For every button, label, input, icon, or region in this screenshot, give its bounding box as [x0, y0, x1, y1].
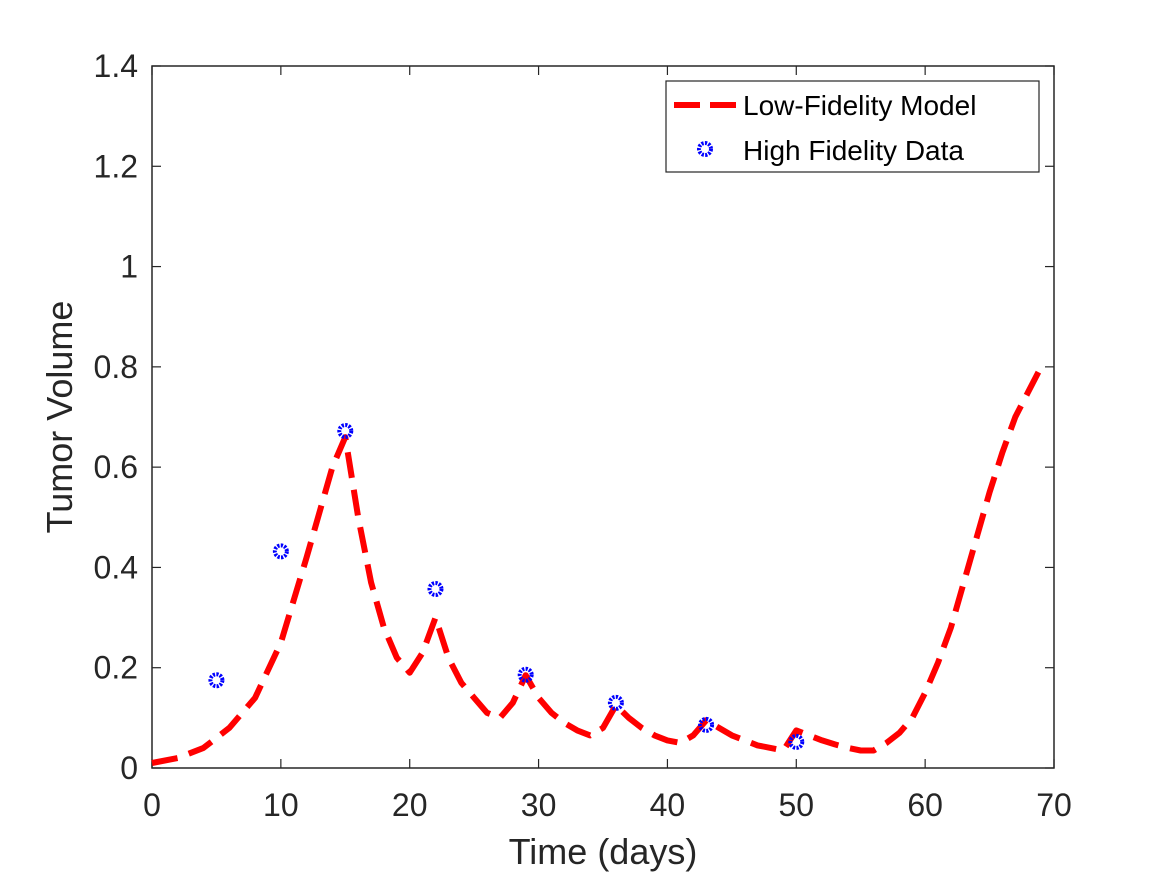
- x-tick-label: 0: [143, 787, 161, 823]
- data-point: [788, 733, 805, 750]
- y-tick-label: 1: [120, 249, 138, 285]
- data-point: [337, 423, 354, 440]
- legend-box: [665, 80, 1040, 173]
- x-tick-label: 70: [1036, 787, 1072, 823]
- data-point: [698, 716, 715, 733]
- x-tick-label: 60: [907, 787, 943, 823]
- legend-label-data: High Fidelity Data: [743, 135, 964, 166]
- data-point: [272, 543, 289, 560]
- legend-marker-sample: [697, 141, 713, 157]
- x-ticks: 0 10 20 30 40 50 60 70: [143, 66, 1072, 823]
- series-layer: [151, 365, 1044, 766]
- x-tick-label: 20: [392, 787, 428, 823]
- x-axis-label: Time (days): [509, 831, 698, 872]
- y-tick-label: 0.6: [94, 449, 138, 485]
- data-point: [208, 672, 225, 689]
- x-tick-label: 40: [650, 787, 686, 823]
- legend: Low-Fidelity Model High Fidelity Data: [665, 80, 1040, 173]
- data-point: [607, 694, 624, 711]
- data-point: [517, 666, 534, 683]
- y-tick-label: 0.2: [94, 650, 138, 686]
- x-tick-label: 10: [263, 787, 299, 823]
- y-tick-label: 0: [120, 750, 138, 786]
- y-ticks: 0 0.2 0.4 0.6 0.8 1 1.2 1.4: [94, 48, 1054, 786]
- y-tick-label: 1.2: [94, 148, 138, 184]
- data-point: [427, 580, 444, 597]
- y-axis-label: Tumor Volume: [39, 301, 80, 534]
- x-tick-label: 30: [521, 787, 557, 823]
- plot-area: [151, 65, 1055, 769]
- x-tick-label: 50: [778, 787, 814, 823]
- y-tick-label: 1.4: [94, 48, 138, 84]
- y-tick-label: 0.8: [94, 349, 138, 385]
- legend-label-model: Low-Fidelity Model: [743, 90, 976, 121]
- y-tick-label: 0.4: [94, 549, 138, 585]
- model-series-line: [151, 365, 1044, 766]
